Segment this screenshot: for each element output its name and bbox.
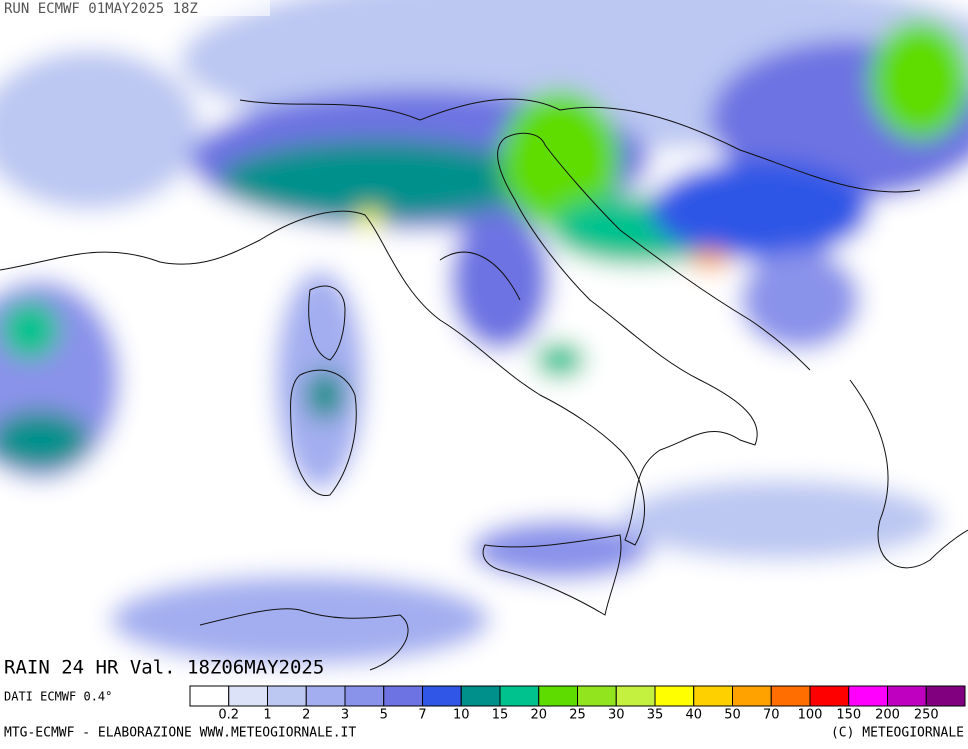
legend-swatch bbox=[189, 685, 230, 707]
legend-label: 3 bbox=[341, 708, 349, 723]
legend-swatch bbox=[887, 685, 927, 707]
footer-right: (C) METEOGIORNALE bbox=[831, 726, 964, 741]
legend-swatch bbox=[770, 685, 811, 707]
legend-label: 70 bbox=[763, 708, 780, 723]
legend-swatch bbox=[344, 685, 385, 707]
legend-swatch bbox=[577, 685, 617, 707]
legend-label: 150 bbox=[836, 708, 861, 723]
legend-label: 200 bbox=[875, 708, 900, 723]
legend-swatch bbox=[228, 685, 268, 707]
legend-swatch bbox=[654, 685, 695, 707]
legend: 0.2 1 2 3 5 7 10 15 20 25 30 35 40 50 70 100 150 200 250 bbox=[189, 685, 966, 723]
legend-swatch bbox=[538, 685, 578, 707]
legend-label: 10 bbox=[453, 708, 470, 723]
precip-field bbox=[0, 0, 968, 683]
legend-label: 7 bbox=[418, 708, 426, 723]
legend-label: 1 bbox=[263, 708, 271, 723]
legend-swatch bbox=[615, 685, 656, 707]
legend-label: 25 bbox=[569, 708, 586, 723]
legend-swatch bbox=[499, 685, 540, 707]
legend-label: 250 bbox=[914, 708, 939, 723]
footer-left: MTG-ECMWF - ELABORAZIONE WWW.METEOGIORNA… bbox=[4, 726, 356, 741]
legend-label: 100 bbox=[798, 708, 823, 723]
legend-swatch bbox=[693, 685, 733, 707]
legend-swatch bbox=[732, 685, 772, 707]
legend-swatch bbox=[267, 685, 307, 707]
legend-label: 30 bbox=[608, 708, 625, 723]
legend-swatch bbox=[460, 685, 501, 707]
run-label: RUN ECMWF 01MAY2025 18Z bbox=[4, 1, 198, 17]
legend-label: 5 bbox=[380, 708, 388, 723]
coastlines bbox=[0, 98, 968, 671]
source-label: DATI ECMWF 0.4° bbox=[4, 690, 112, 704]
legend-swatch bbox=[305, 685, 346, 707]
legend-swatch bbox=[809, 685, 850, 707]
legend-label: 35 bbox=[647, 708, 664, 723]
legend-label: 2 bbox=[302, 708, 310, 723]
legend-label: 20 bbox=[530, 708, 547, 723]
map-title: RAIN 24 HR Val. 18Z06MAY2025 bbox=[4, 657, 324, 679]
legend-swatch bbox=[848, 685, 888, 707]
legend-swatch bbox=[925, 685, 966, 707]
legend-label: 40 bbox=[685, 708, 702, 723]
legend-label: 0.2 bbox=[218, 708, 239, 723]
legend-swatch bbox=[422, 685, 462, 707]
legend-label: 15 bbox=[492, 708, 509, 723]
legend-swatch bbox=[383, 685, 423, 707]
legend-label: 50 bbox=[724, 708, 741, 723]
